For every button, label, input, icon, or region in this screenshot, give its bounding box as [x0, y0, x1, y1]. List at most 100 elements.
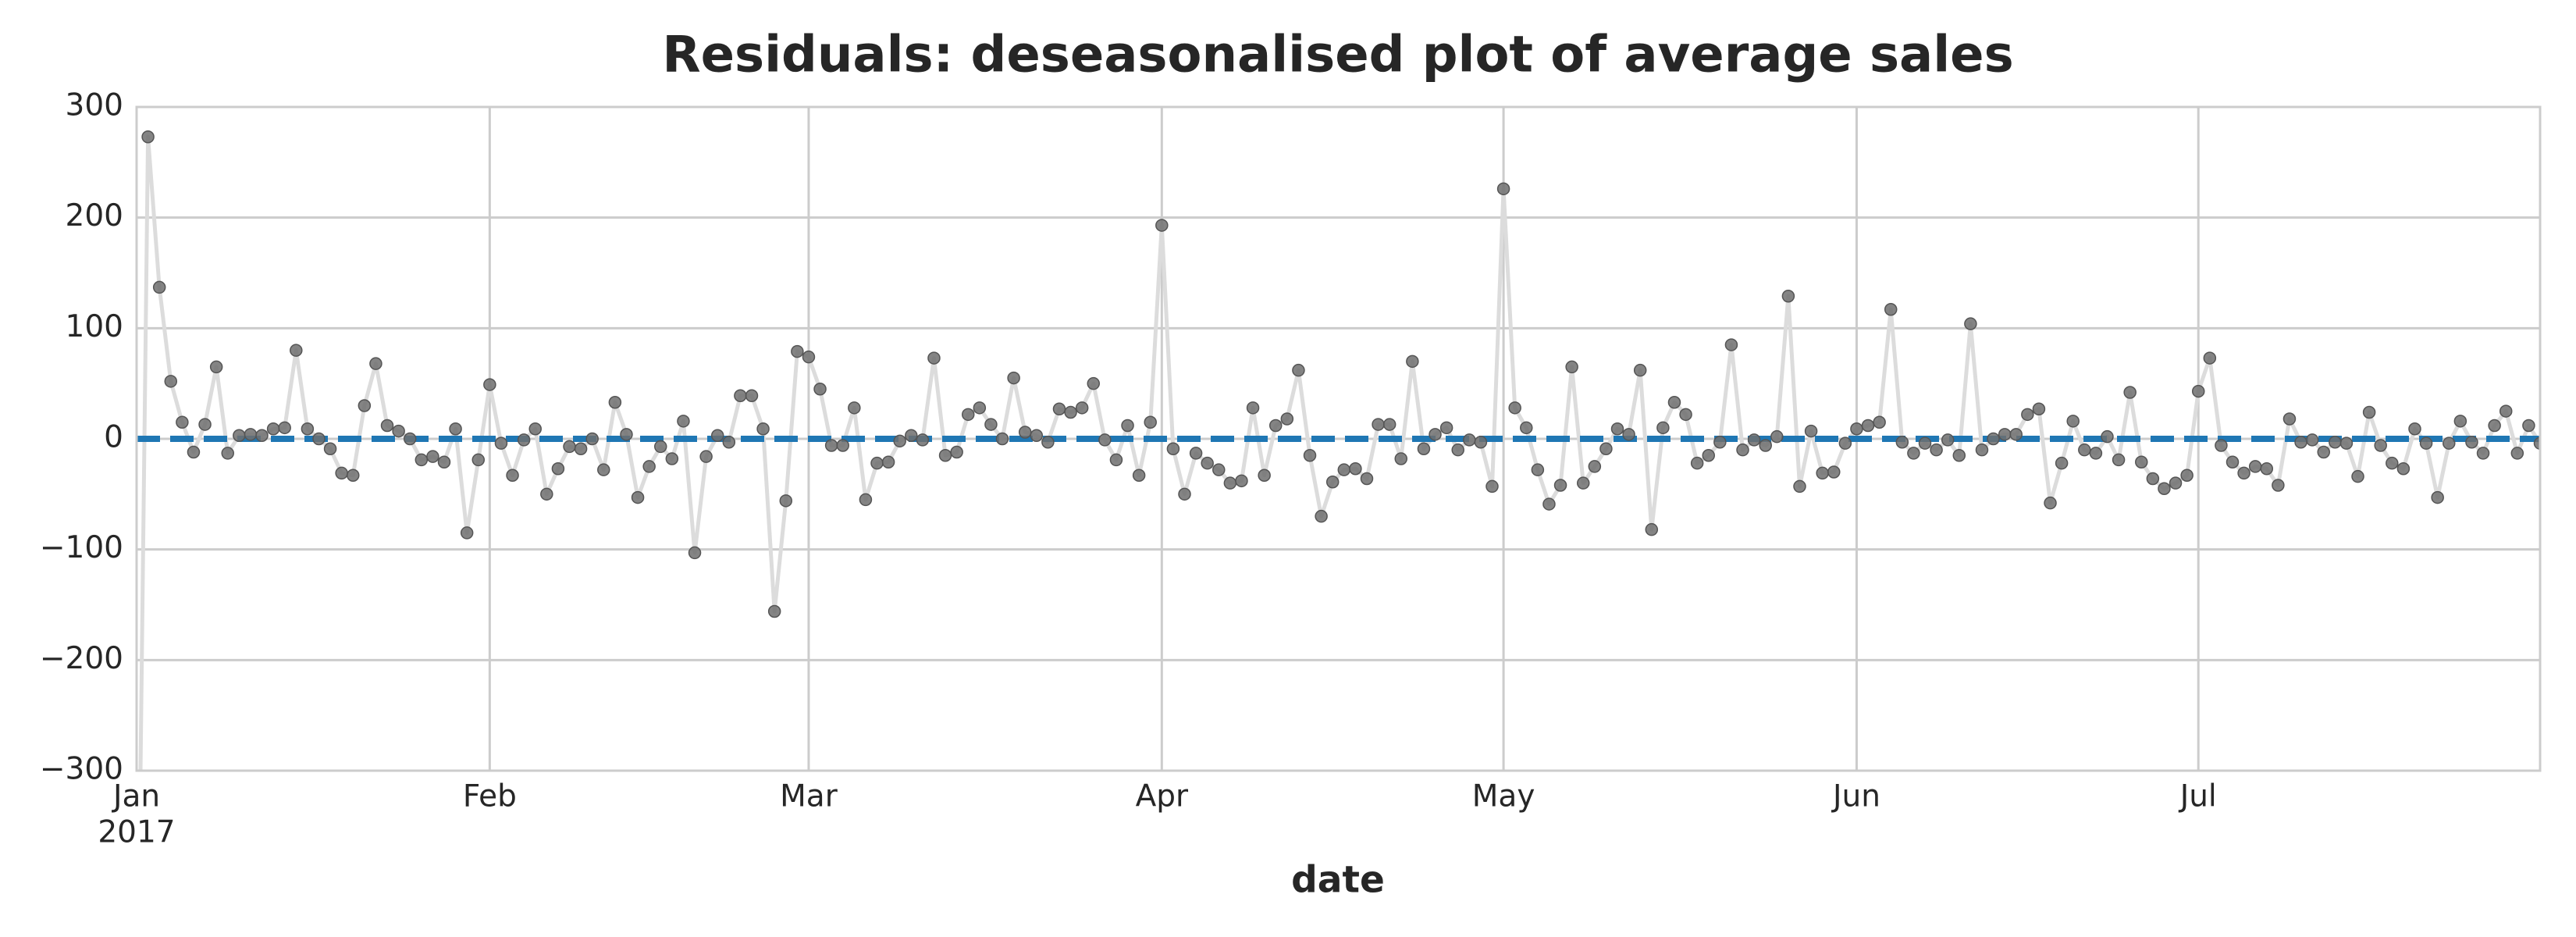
residual-point: [710, 429, 724, 442]
residual-point: [2248, 460, 2262, 473]
residual-point: [1930, 443, 1943, 457]
residual-point: [471, 453, 486, 467]
residual-point: [1770, 429, 1784, 444]
residual-point: [1121, 419, 1134, 433]
residual-point: [1520, 421, 1533, 435]
residual-point: [2066, 415, 2080, 428]
residual-point: [198, 418, 212, 431]
residual-point: [335, 466, 348, 480]
residual-point: [2396, 462, 2411, 476]
residual-point: [1850, 422, 1863, 436]
residual-point: [141, 130, 155, 144]
residual-point: [2419, 436, 2433, 450]
residual-point: [1235, 474, 1248, 488]
residual-point: [1018, 426, 1032, 439]
residual-point: [1485, 479, 1499, 493]
residual-point: [1702, 449, 1716, 462]
residual-point: [312, 432, 326, 446]
residual-point: [2009, 428, 2023, 441]
y-tick-label: −300: [40, 752, 123, 787]
residual-point: [1280, 412, 1294, 426]
residual-point: [597, 463, 610, 476]
residual-point: [1451, 443, 1464, 457]
residual-point: [859, 493, 873, 507]
residual-point: [677, 415, 690, 428]
residual-point: [209, 360, 223, 374]
residual-point: [1964, 317, 1977, 330]
residual-point: [1041, 436, 1055, 449]
x-axis-label: date: [1291, 859, 1385, 902]
residual-point: [380, 419, 394, 433]
y-tick-label: 300: [66, 88, 123, 123]
residual-point: [1246, 401, 1260, 415]
residual-point: [1144, 415, 1157, 429]
residual-point: [1303, 449, 1317, 462]
y-tick-label: −200: [40, 641, 123, 676]
residual-point: [221, 447, 234, 460]
x-tick-label: Apr: [1136, 779, 1189, 814]
residual-point: [1679, 408, 1692, 422]
residual-point: [848, 401, 861, 415]
residual-point: [620, 428, 633, 441]
residual-point: [756, 422, 770, 436]
residual-point: [1155, 219, 1169, 232]
residual-point: [301, 422, 315, 436]
x-tick-label: Mar: [780, 779, 838, 814]
residual-point: [1166, 442, 1180, 455]
residual-point: [1576, 476, 1590, 490]
residual-point: [2522, 419, 2535, 433]
residual-point: [791, 344, 804, 358]
residual-point: [2191, 384, 2205, 398]
residual-point: [1075, 401, 1089, 415]
residual-point: [824, 439, 838, 452]
residual-point: [2431, 490, 2444, 504]
residual-point: [870, 456, 884, 470]
residual-point: [1610, 422, 1624, 436]
residual-point: [2476, 447, 2490, 460]
residual-point: [323, 442, 337, 455]
residual-point: [1372, 418, 1385, 431]
residual-point: [1747, 433, 1761, 447]
residual-point: [2453, 415, 2467, 428]
residual-point: [1827, 465, 1841, 479]
residual-point: [1690, 456, 1704, 470]
residual-point: [2465, 436, 2478, 449]
residual-point: [1667, 396, 1681, 409]
residual-point: [995, 432, 1009, 446]
residual-point: [2386, 456, 2399, 470]
residual-point: [460, 526, 474, 540]
residual-point: [244, 428, 258, 441]
residual-point: [1439, 421, 1453, 435]
residual-point: [540, 487, 553, 501]
residual-point: [551, 462, 565, 476]
residual-point: [767, 604, 781, 618]
residual-point: [2533, 436, 2540, 450]
residual-point: [1873, 415, 1886, 429]
residual-point: [1838, 436, 1852, 450]
residual-point: [2362, 405, 2376, 419]
residual-point: [266, 422, 280, 436]
residual-point: [2112, 453, 2126, 467]
residual-point: [1781, 290, 1795, 303]
residual-point: [2055, 456, 2069, 470]
residual-point: [1622, 428, 1635, 441]
x-tick-year: 2017: [98, 815, 175, 850]
residual-point: [608, 396, 622, 409]
residual-point: [1030, 429, 1044, 442]
residual-point: [984, 418, 998, 431]
x-tick-label: Feb: [463, 779, 517, 814]
residual-point: [585, 432, 599, 446]
residual-point: [290, 344, 303, 357]
residual-point: [483, 378, 496, 391]
residual-point: [1599, 442, 1613, 455]
residual-point: [1941, 433, 1955, 447]
residual-point: [528, 422, 542, 436]
residual-point: [2499, 404, 2513, 418]
residual-point: [2374, 439, 2387, 452]
residual-point: [1975, 443, 1989, 457]
residual-point: [2351, 469, 2364, 483]
residual-point: [574, 442, 588, 455]
residual-point: [1633, 363, 1647, 377]
residual-point: [1531, 463, 1545, 476]
